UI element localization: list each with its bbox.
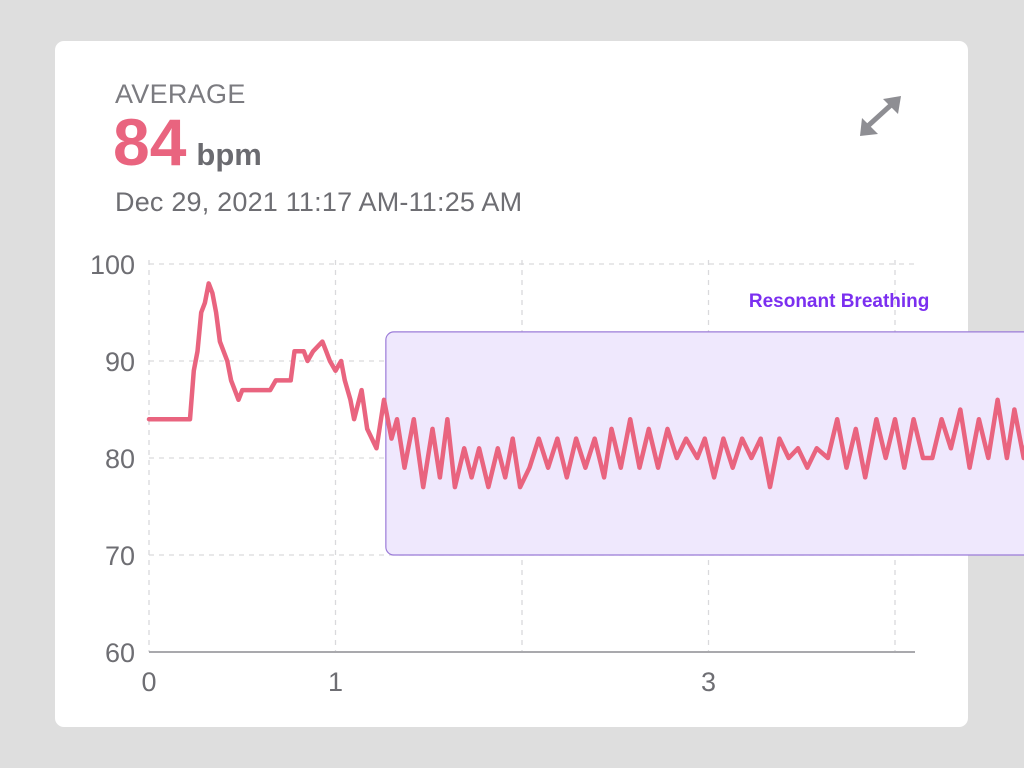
x-tick-label: 1 [328,667,343,697]
average-value: 84 [113,105,187,179]
heart-rate-line [146,281,1024,490]
date-range: Dec 29, 2021 11:17 AM-11:25 AM [115,187,523,217]
y-tick-label: 60 [105,638,135,668]
x-tick-label: 3 [701,667,716,697]
average-value-row: 84 bpm [113,109,262,175]
average-label: AVERAGE [115,79,246,109]
x-tick-label: 0 [141,667,156,697]
expand-arrows-icon [860,96,901,136]
y-tick-label: 80 [105,444,135,474]
annotation-label: Resonant Breathing [749,291,930,312]
y-tick-label: 100 [90,250,135,280]
y-tick-label: 90 [105,347,135,377]
expand-button[interactable] [855,91,905,141]
unit-label: bpm [196,137,262,172]
y-tick-label: 70 [105,541,135,571]
